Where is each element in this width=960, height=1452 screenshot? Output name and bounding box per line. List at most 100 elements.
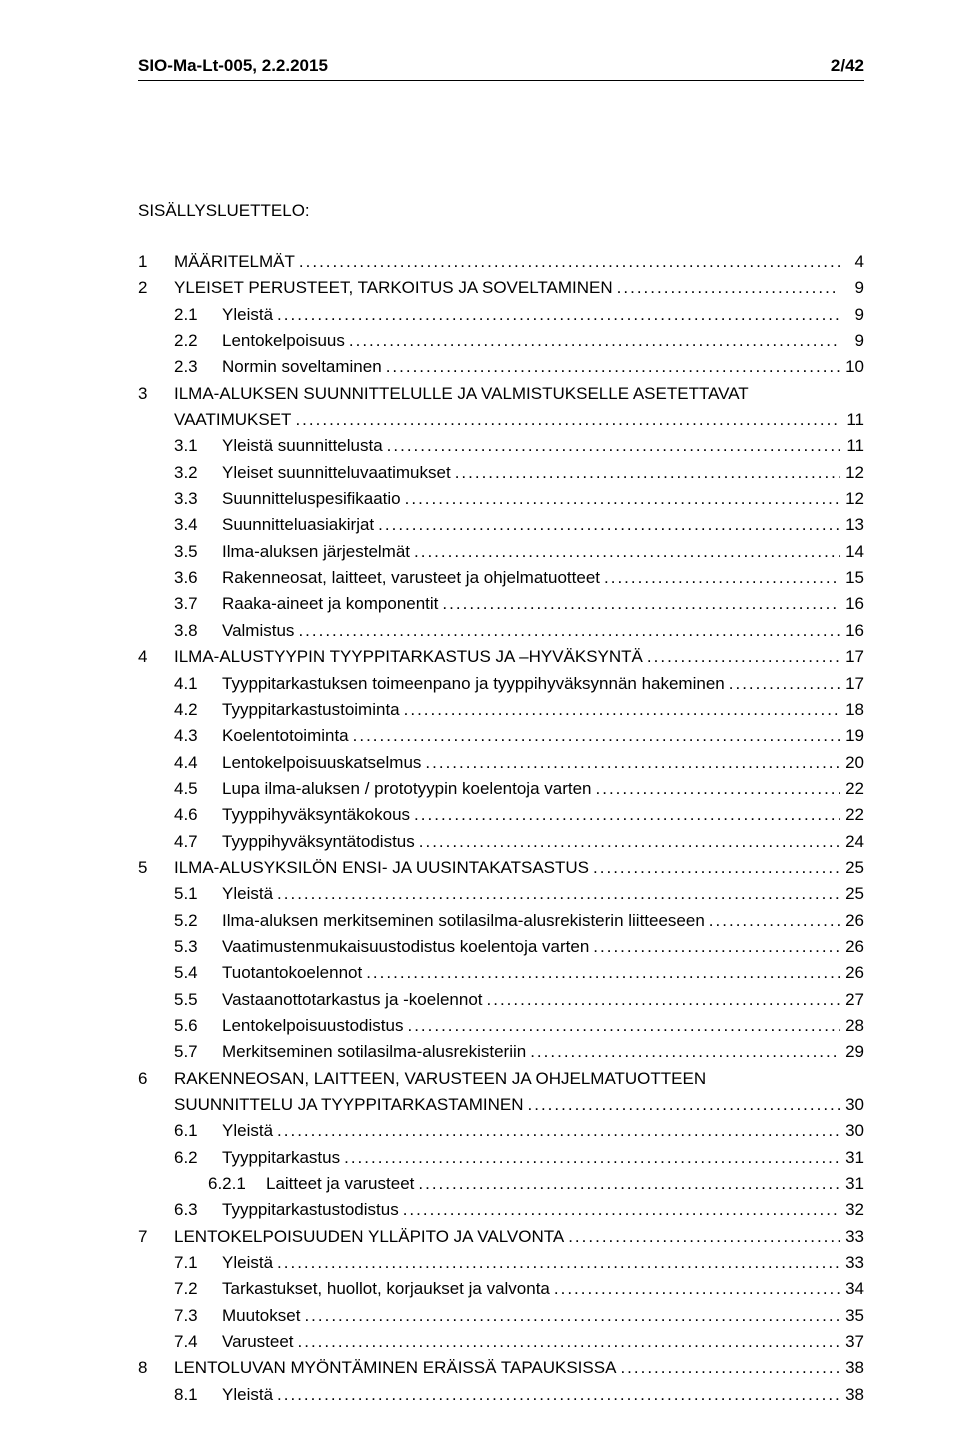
toc-entry-label: YLEISET PERUSTEET, TARKOITUS JA SOVELTAM… bbox=[174, 275, 613, 301]
toc-entry-page: 32 bbox=[840, 1197, 864, 1223]
toc-leader-dots bbox=[374, 512, 840, 538]
toc-entry-page: 34 bbox=[840, 1276, 864, 1302]
toc-entry-number: 5.4 bbox=[174, 960, 222, 986]
toc-leader-dots bbox=[564, 1224, 840, 1250]
toc-entry: 4.4Lentokelpoisuuskatselmus20 bbox=[138, 750, 864, 776]
toc-entry: 4.2Tyyppitarkastustoiminta18 bbox=[138, 697, 864, 723]
toc-entry-page: 9 bbox=[840, 275, 864, 301]
toc-entry-page: 28 bbox=[840, 1013, 864, 1039]
toc-entry-page: 24 bbox=[840, 829, 864, 855]
toc-entry-number: 3 bbox=[138, 381, 174, 407]
toc-entry: 3.7Raaka-aineet ja komponentit16 bbox=[138, 591, 864, 617]
toc-entry-label: Lentokelpoisuuskatselmus bbox=[222, 750, 421, 776]
toc-entry: 5.7Merkitseminen sotilasilma-alusrekiste… bbox=[138, 1039, 864, 1065]
toc-entry-number: 6.2 bbox=[174, 1145, 222, 1171]
toc-entry-label: Rakenneosat, laitteet, varusteet ja ohje… bbox=[222, 565, 600, 591]
toc-leader-dots bbox=[383, 433, 840, 459]
toc-entry-label: RAKENNEOSAN, LAITTEEN, VARUSTEEN JA OHJE… bbox=[174, 1066, 706, 1092]
toc-entry-label: Tuotantokoelennot bbox=[222, 960, 362, 986]
toc-leader-dots bbox=[273, 1250, 840, 1276]
toc-entry: 7.2Tarkastukset, huollot, korjaukset ja … bbox=[138, 1276, 864, 1302]
toc-entry: 6RAKENNEOSAN, LAITTEEN, VARUSTEEN JA OHJ… bbox=[138, 1066, 864, 1092]
toc-entry-number: 2.2 bbox=[174, 328, 222, 354]
page-header: SIO-Ma-Lt-005, 2.2.2015 2/42 bbox=[138, 56, 864, 76]
toc-entry-page: 33 bbox=[840, 1224, 864, 1250]
toc-entry-label: LENTOLUVAN MYÖNTÄMINEN ERÄISSÄ TAPAUKSIS… bbox=[174, 1355, 616, 1381]
toc-entry: 3ILMA-ALUKSEN SUUNNITTELULLE JA VALMISTU… bbox=[138, 381, 864, 407]
toc-leader-dots bbox=[273, 302, 840, 328]
toc-leader-dots bbox=[421, 750, 840, 776]
toc-entry-label: LENTOKELPOISUUDEN YLLÄPITO JA VALVONTA bbox=[174, 1224, 564, 1250]
toc-leader-dots bbox=[410, 802, 840, 828]
toc-entry-number: 7.2 bbox=[174, 1276, 222, 1302]
toc-entry-number: 8.1 bbox=[174, 1382, 222, 1408]
toc-entry-label: Lentokelpoisuus bbox=[222, 328, 345, 354]
toc-entry-label: Muutokset bbox=[222, 1303, 300, 1329]
toc-entry-page: 31 bbox=[840, 1145, 864, 1171]
toc-entry-page: 17 bbox=[840, 671, 864, 697]
toc-entry: 5ILMA-ALUSYKSILÖN ENSI- JA UUSINTAKATSAS… bbox=[138, 855, 864, 881]
toc-entry-label: Suunnitteluspesifikaatio bbox=[222, 486, 401, 512]
toc-entry-number: 4.6 bbox=[174, 802, 222, 828]
toc-entry-page: 9 bbox=[840, 302, 864, 328]
toc-entry-page: 12 bbox=[840, 460, 864, 486]
toc-leader-dots bbox=[643, 644, 840, 670]
toc-entry-page: 14 bbox=[840, 539, 864, 565]
toc-entry-number: 4.3 bbox=[174, 723, 222, 749]
toc-entry-page: 27 bbox=[840, 987, 864, 1013]
toc-entry-page: 22 bbox=[840, 802, 864, 828]
toc-leader-dots bbox=[616, 1355, 840, 1381]
doc-date: 2.2.2015 bbox=[262, 56, 328, 75]
toc-entry-page: 16 bbox=[840, 618, 864, 644]
toc-leader-dots bbox=[550, 1276, 840, 1302]
toc-leader-dots bbox=[589, 855, 840, 881]
toc-entry: 5.5Vastaanottotarkastus ja -koelennot27 bbox=[138, 987, 864, 1013]
toc-entry-page: 33 bbox=[840, 1250, 864, 1276]
toc-entry: 2.3Normin soveltaminen10 bbox=[138, 354, 864, 380]
toc-entry-label: Yleistä suunnittelusta bbox=[222, 433, 383, 459]
toc-entry: 3.6Rakenneosat, laitteet, varusteet ja o… bbox=[138, 565, 864, 591]
toc-leader-dots bbox=[403, 1013, 840, 1039]
toc-leader-dots bbox=[294, 1329, 840, 1355]
toc-entry-number: 4.2 bbox=[174, 697, 222, 723]
toc-entry-number: 2.1 bbox=[174, 302, 222, 328]
toc-entry-number: 5 bbox=[138, 855, 174, 881]
toc-entry: 4.7Tyyppihyväksyntätodistus24 bbox=[138, 829, 864, 855]
toc-entry: 5.2Ilma-aluksen merkitseminen sotilasilm… bbox=[138, 908, 864, 934]
toc-leader-dots bbox=[400, 697, 840, 723]
toc-entry: 8LENTOLUVAN MYÖNTÄMINEN ERÄISSÄ TAPAUKSI… bbox=[138, 1355, 864, 1381]
toc-entry: 3.3Suunnitteluspesifikaatio12 bbox=[138, 486, 864, 512]
toc-entry-number: 4 bbox=[138, 644, 174, 670]
toc-entry: 3.4Suunnitteluasiakirjat13 bbox=[138, 512, 864, 538]
toc-entry-label: Vaatimustenmukaisuustodistus koelentoja … bbox=[222, 934, 589, 960]
toc-entry-page: 26 bbox=[840, 960, 864, 986]
toc-entry-number: 5.5 bbox=[174, 987, 222, 1013]
toc-entry-label: Tyyppitarkastus bbox=[222, 1145, 340, 1171]
toc-entry-label: ILMA-ALUSYKSILÖN ENSI- JA UUSINTAKATSAST… bbox=[174, 855, 589, 881]
document-page: SIO-Ma-Lt-005, 2.2.2015 2/42 SISÄLLYSLUE… bbox=[0, 0, 960, 1452]
toc-entry-label: Lentokelpoisuustodistus bbox=[222, 1013, 403, 1039]
toc-title: SISÄLLYSLUETTELO: bbox=[138, 201, 864, 221]
toc-entry: 2.2Lentokelpoisuus9 bbox=[138, 328, 864, 354]
toc-leader-dots bbox=[524, 1092, 840, 1118]
toc-leader-dots bbox=[273, 1382, 840, 1408]
page-indicator: 2/42 bbox=[831, 56, 864, 76]
toc-entry-number: 4.1 bbox=[174, 671, 222, 697]
toc-leader-dots bbox=[483, 987, 840, 1013]
toc-entry-page: 38 bbox=[840, 1382, 864, 1408]
toc-entry-label: Yleistä bbox=[222, 881, 273, 907]
toc-entry-label: Suunnitteluasiakirjat bbox=[222, 512, 374, 538]
toc-entry-label: VAATIMUKSET bbox=[174, 407, 291, 433]
toc-entry-page: 31 bbox=[840, 1171, 864, 1197]
toc-entry-number: 3.4 bbox=[174, 512, 222, 538]
toc-leader-dots bbox=[589, 934, 840, 960]
toc-leader-dots bbox=[401, 486, 840, 512]
toc-leader-dots bbox=[294, 618, 840, 644]
toc-entry-number: 5.1 bbox=[174, 881, 222, 907]
toc-leader-dots bbox=[613, 275, 840, 301]
toc-entry-label: ILMA-ALUKSEN SUUNNITTELULLE JA VALMISTUK… bbox=[174, 381, 749, 407]
toc-leader-dots bbox=[273, 1118, 840, 1144]
toc-entry-number: 5.2 bbox=[174, 908, 222, 934]
toc-entry: 3.2Yleiset suunnitteluvaatimukset12 bbox=[138, 460, 864, 486]
toc-entry: 8.1Yleistä38 bbox=[138, 1382, 864, 1408]
